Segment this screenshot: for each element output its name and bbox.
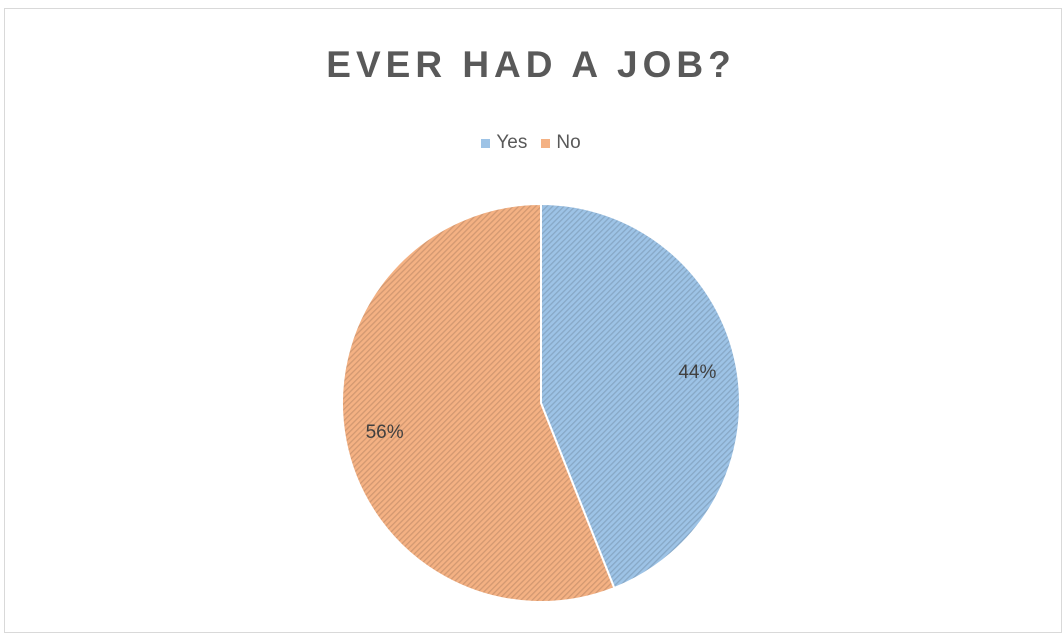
pie-slice-yes [540,202,741,590]
legend-swatch-yes [481,138,491,148]
data-label-yes: 44% [678,362,716,383]
legend-label-yes: Yes [496,132,528,153]
chart-title: EVER HAD A JOB? [326,44,736,85]
legend-entry-yes: Yes [481,132,527,154]
pie-slice-no [341,202,616,603]
legend: Yes No [0,132,1062,154]
legend-label-no: No [556,132,581,153]
legend-swatch-no [541,138,551,148]
legend-entry-no: No [541,132,581,154]
data-label-no: 56% [366,422,404,443]
